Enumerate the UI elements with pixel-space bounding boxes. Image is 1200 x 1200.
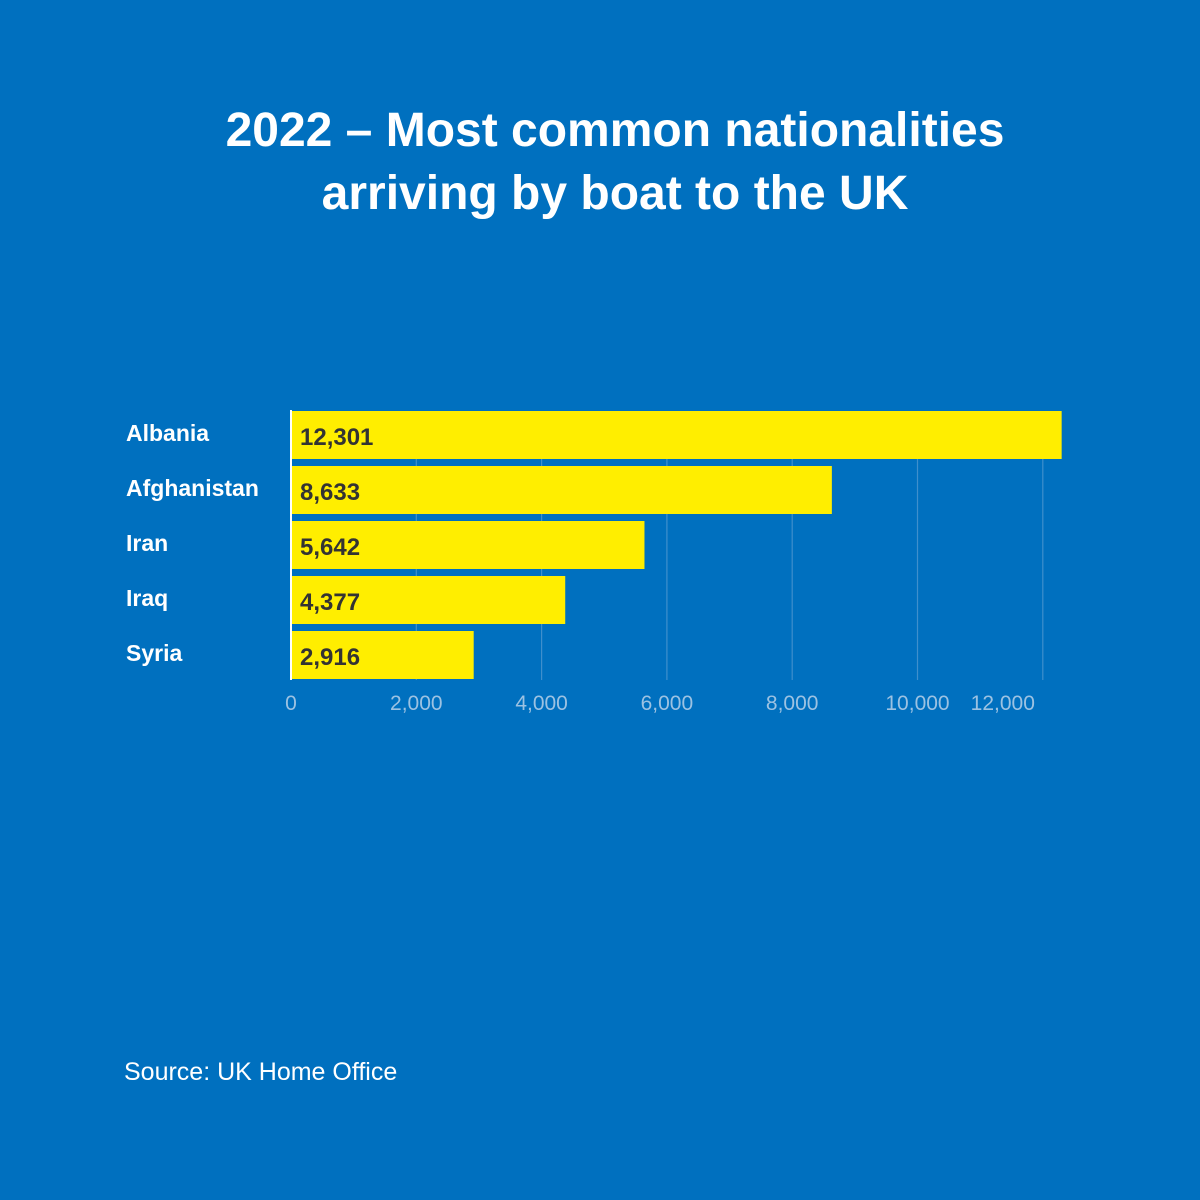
bar (291, 631, 474, 679)
category-label: Syria (126, 640, 182, 666)
bar (291, 521, 645, 569)
bar (291, 466, 832, 514)
x-tick-label: 4,000 (515, 692, 568, 715)
x-tick-label: 10,000 (885, 692, 949, 715)
category-label: Albania (126, 420, 209, 446)
bar-value-label: 8,633 (300, 479, 360, 506)
x-tick-label: 12,000 (971, 692, 1035, 715)
category-label: Iran (126, 530, 168, 556)
bar (291, 411, 1062, 459)
bar (291, 576, 566, 624)
x-tick-label: 0 (285, 692, 297, 715)
bar-value-label: 12,301 (300, 424, 373, 451)
category-label: Iraq (126, 585, 168, 611)
x-tick-label: 8,000 (766, 692, 819, 715)
bar-value-label: 5,642 (300, 534, 360, 561)
chart-title-line-1: 2022 – Most common nationalities (225, 104, 1005, 157)
chart-title-line-2: arriving by boat to the UK (321, 167, 909, 220)
bar-value-label: 4,377 (300, 589, 360, 616)
source-note: Source: UK Home Office (124, 1058, 398, 1086)
x-tick-label: 2,000 (390, 692, 443, 715)
bar-value-label: 2,916 (300, 644, 360, 671)
category-label: Afghanistan (126, 475, 259, 501)
x-tick-label: 6,000 (641, 692, 694, 715)
